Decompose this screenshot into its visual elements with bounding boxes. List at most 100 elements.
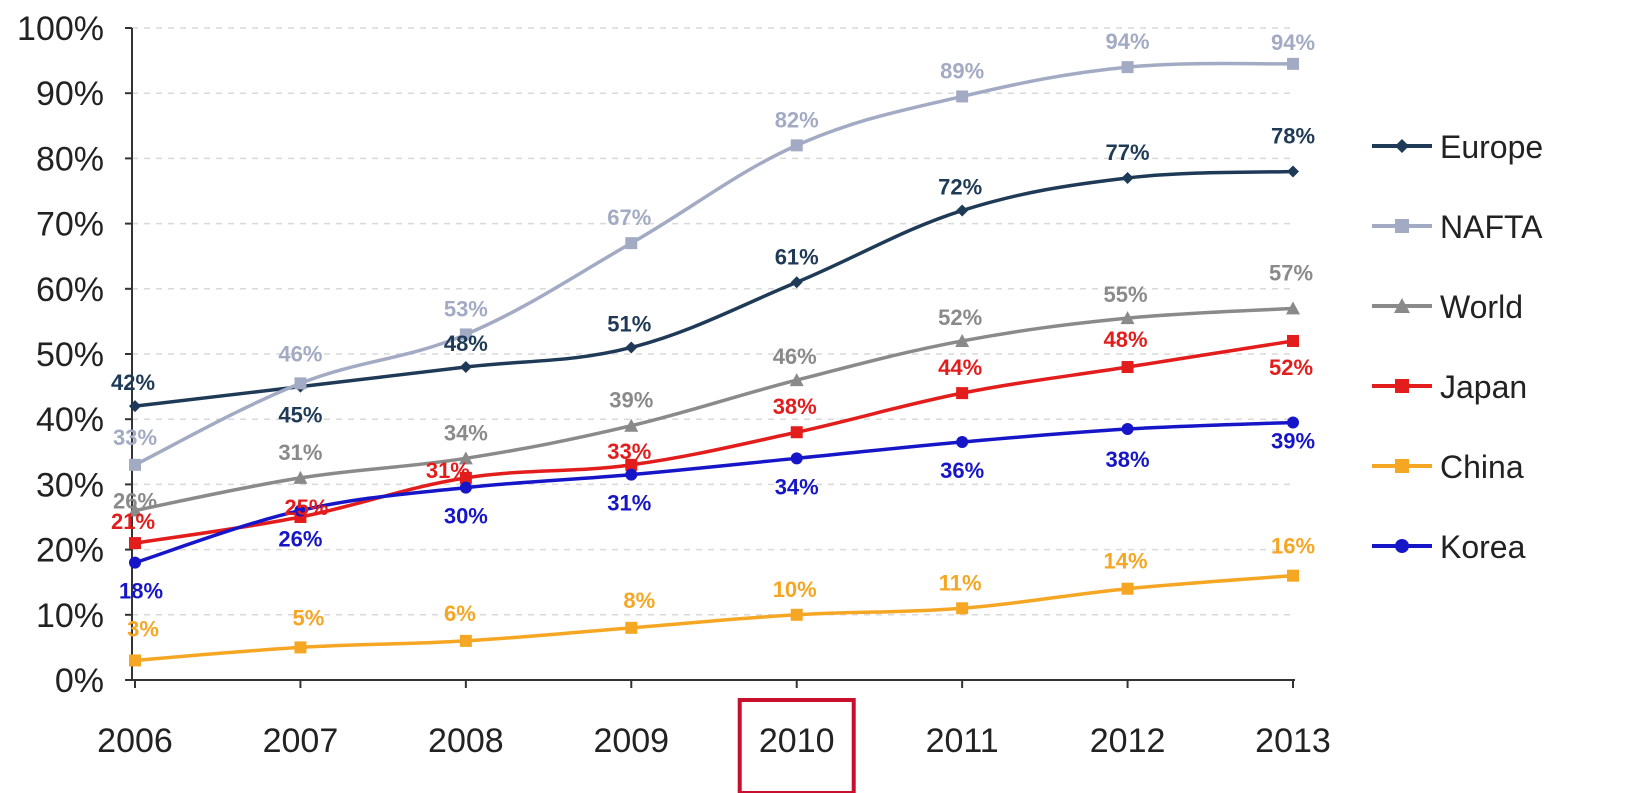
x-tick-label: 2011	[926, 722, 999, 760]
series-line	[133, 169, 1295, 408]
data-point-marker	[790, 276, 803, 289]
data-label: 31%	[426, 458, 470, 483]
series-line	[133, 306, 1295, 513]
legend-label: Europe	[1440, 129, 1543, 165]
x-tick-label: 2010	[759, 722, 835, 760]
data-point-marker	[625, 341, 638, 354]
data-label: 26%	[113, 488, 157, 513]
legend-label: NAFTA	[1440, 209, 1543, 245]
data-point-marker	[1287, 334, 1299, 347]
data-point-marker	[129, 556, 141, 569]
data-label: 38%	[773, 394, 817, 419]
data-point-marker	[459, 634, 472, 647]
x-tick-label: 2013	[1255, 722, 1331, 760]
y-tick-label: 0%	[55, 662, 104, 700]
data-label: 46%	[773, 344, 817, 369]
series-europe	[129, 165, 1299, 413]
data-point-marker	[128, 503, 142, 517]
data-point-marker	[459, 481, 472, 494]
data-label: 39%	[609, 388, 653, 413]
data-point-marker	[1121, 61, 1134, 74]
data-point-marker	[294, 377, 307, 390]
data-point-marker	[1121, 582, 1134, 595]
data-point-marker	[459, 328, 472, 341]
legend-item-china: China	[1372, 449, 1524, 485]
series-china	[129, 569, 1299, 667]
data-label: 52%	[938, 305, 982, 330]
data-label: 72%	[938, 175, 982, 200]
y-tick-label: 90%	[36, 75, 104, 113]
data-label: 57%	[1269, 260, 1313, 285]
data-point-marker	[790, 139, 803, 152]
data-point-marker	[625, 458, 638, 471]
data-label: 39%	[1271, 428, 1315, 453]
data-label: 18%	[119, 579, 163, 604]
x-tick-label: 2008	[428, 722, 504, 760]
data-point-marker	[129, 537, 141, 550]
data-point-marker	[1287, 416, 1299, 429]
data-label: 53%	[444, 296, 488, 321]
data-label: 33%	[607, 439, 651, 464]
data-point-marker	[1121, 422, 1134, 435]
series-nafta	[129, 57, 1299, 471]
series-korea	[129, 416, 1299, 569]
series-line	[133, 61, 1295, 467]
data-point-marker	[1120, 311, 1135, 325]
data-label: 3%	[127, 616, 159, 641]
data-point-marker	[293, 470, 308, 484]
data-point-marker	[790, 608, 803, 621]
legend-label: Japan	[1440, 369, 1527, 405]
data-label: 34%	[444, 420, 488, 445]
legend: Europe NAFTA World Japan China Korea	[1372, 129, 1543, 565]
data-point-marker	[790, 426, 803, 439]
data-label: 77%	[1106, 140, 1150, 165]
highlight-box-layer	[737, 698, 856, 793]
y-tick-label: 40%	[36, 401, 104, 439]
data-point-marker	[129, 458, 141, 471]
data-point-marker	[1394, 298, 1410, 313]
legend-item-europe: Europe	[1372, 129, 1543, 165]
data-label: 10%	[773, 577, 817, 602]
axes: 0% 10% 20% 30% 40% 50% 60% 70% 80% 90% 100% 2006 200…	[17, 10, 1331, 760]
x-tick-label: 2012	[1090, 722, 1166, 760]
data-point-marker	[459, 471, 472, 484]
data-point-marker	[1121, 361, 1134, 374]
series-line	[133, 573, 1295, 663]
highlight-box	[737, 698, 856, 793]
y-tick-label: 30%	[36, 466, 104, 504]
legend-label: Korea	[1440, 529, 1526, 565]
data-point-marker	[294, 504, 307, 517]
data-point-marker	[1395, 539, 1409, 553]
data-label: 11%	[939, 570, 982, 595]
data-label: 82%	[775, 107, 819, 132]
legend-label: World	[1440, 289, 1523, 325]
data-label: 89%	[940, 58, 984, 83]
data-point-marker	[955, 333, 970, 347]
data-point-marker	[956, 204, 969, 217]
data-label: 48%	[444, 331, 488, 356]
series-line	[133, 339, 1295, 545]
y-tick-label: 70%	[36, 206, 104, 244]
data-label: 51%	[607, 311, 651, 336]
data-point-marker	[1395, 459, 1409, 473]
data-label: 31%	[278, 440, 322, 465]
data-point-marker	[624, 418, 639, 432]
y-tick-label: 80%	[36, 140, 104, 178]
legend-item-japan: Japan	[1372, 369, 1527, 405]
data-point-marker	[625, 237, 638, 250]
data-label: 78%	[1271, 123, 1315, 148]
data-label: 44%	[938, 355, 982, 380]
data-point-marker	[1286, 301, 1300, 315]
data-point-marker	[625, 468, 638, 481]
data-label: 6%	[444, 601, 476, 626]
series-lines	[128, 57, 1300, 667]
data-point-marker	[129, 400, 141, 413]
data-label: 25%	[284, 495, 328, 520]
y-tick-label: 10%	[36, 597, 104, 635]
series-world	[128, 301, 1300, 517]
data-label: 67%	[607, 205, 651, 230]
data-label: 55%	[1104, 282, 1148, 307]
data-point-marker	[789, 373, 804, 387]
legend-item-korea: Korea	[1372, 529, 1526, 565]
